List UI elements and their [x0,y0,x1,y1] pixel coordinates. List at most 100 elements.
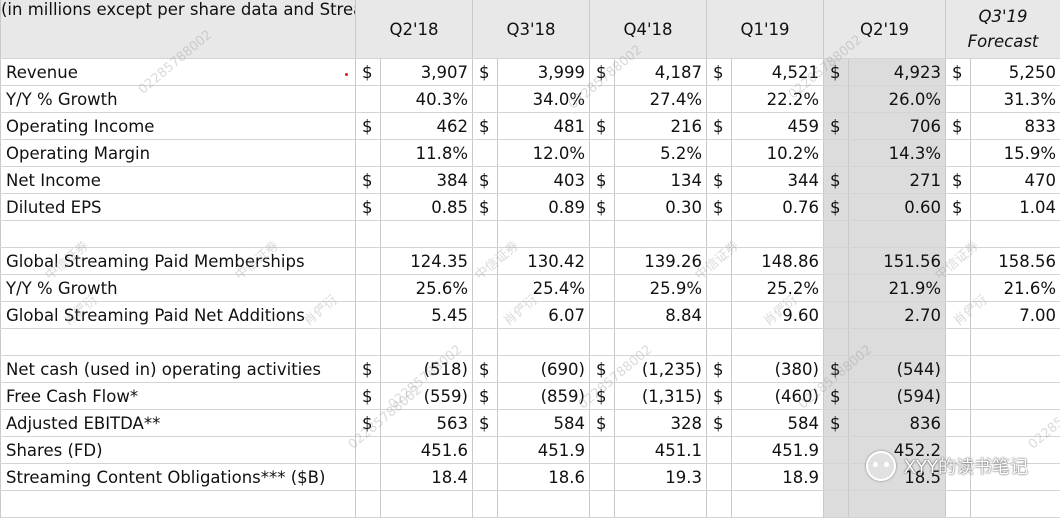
empty-cell [381,329,473,356]
currency-sign [946,86,971,113]
currency-sign: $ [590,356,615,383]
currency-sign [707,275,732,302]
value-cell: (380) [732,356,824,383]
currency-sign [946,302,971,329]
value-cell: 706 [849,113,946,140]
currency-sign [946,410,971,437]
currency-sign [707,248,732,275]
value-cell: 481 [498,113,590,140]
currency-sign: $ [473,113,498,140]
value-cell: 584 [732,410,824,437]
value-cell: 9.60 [732,302,824,329]
value-cell: 0.76 [732,194,824,221]
value-cell: 25.9% [615,275,707,302]
currency-sign [473,302,498,329]
currency-sign [707,302,732,329]
value-cell: 18.6 [498,464,590,491]
value-cell: (1,315) [615,383,707,410]
empty-cell [971,329,1060,356]
value-cell: 5.45 [381,302,473,329]
empty-cell [732,329,824,356]
row-label: Global Streaming Paid Net Additions [1,302,356,329]
currency-sign [946,275,971,302]
value-cell: 470 [971,167,1060,194]
row-label: Net cash (used in) operating activities [1,356,356,383]
currency-sign: $ [707,194,732,221]
row-label: Global Streaming Paid Memberships [1,248,356,275]
empty-cell [707,329,732,356]
value-cell: 18.4 [381,464,473,491]
forecast-label: Forecast [946,29,1060,54]
value-cell: 1.04 [971,194,1060,221]
value-cell: 836 [849,410,946,437]
value-cell: 124.35 [381,248,473,275]
empty-cell [824,221,849,248]
value-cell: 0.85 [381,194,473,221]
value-cell: (594) [849,383,946,410]
period-header: Q1'19 [707,0,824,59]
currency-sign [356,464,381,491]
currency-sign [473,248,498,275]
value-cell: 21.6% [971,275,1060,302]
empty-cell [971,491,1060,518]
value-cell: 22.2% [732,86,824,113]
value-cell: 384 [381,167,473,194]
table-row: Operating Income$462$481$216$459$706$833 [1,113,1060,140]
currency-sign [590,248,615,275]
empty-cell [498,329,590,356]
value-cell: (518) [381,356,473,383]
value-cell: 40.3% [381,86,473,113]
currency-sign: $ [707,356,732,383]
value-cell: 4,923 [849,59,946,86]
empty-cell [356,221,381,248]
wechat-watermark: XYY的读书笔记 [866,451,1028,481]
value-cell: 563 [381,410,473,437]
currency-sign [824,140,849,167]
currency-sign [473,275,498,302]
value-cell: 271 [849,167,946,194]
currency-sign [946,356,971,383]
row-label: Revenue [1,59,356,86]
empty-cell [824,329,849,356]
value-cell: 12.0% [498,140,590,167]
spacer-row [1,491,1060,518]
value-cell: 7.00 [971,302,1060,329]
value-cell: 0.89 [498,194,590,221]
value-cell: 25.2% [732,275,824,302]
empty-cell [615,491,707,518]
currency-sign: $ [707,59,732,86]
currency-sign [824,248,849,275]
value-cell: 403 [498,167,590,194]
currency-sign: $ [824,194,849,221]
empty-cell [590,329,615,356]
value-cell: 5,250 [971,59,1060,86]
value-cell: 344 [732,167,824,194]
value-cell: 25.6% [381,275,473,302]
currency-sign: $ [824,167,849,194]
empty-cell [498,491,590,518]
value-cell: 5.2% [615,140,707,167]
currency-sign: $ [946,167,971,194]
value-cell: 130.42 [498,248,590,275]
row-label: Streaming Content Obligations*** ($B) [1,464,356,491]
empty-cell [946,329,971,356]
empty-cell [590,221,615,248]
value-cell: 0.60 [849,194,946,221]
value-cell: 19.3 [615,464,707,491]
currency-sign: $ [356,113,381,140]
currency-sign [590,437,615,464]
spacer-row [1,329,1060,356]
row-label: Operating Income [1,113,356,140]
currency-sign [824,464,849,491]
currency-sign: $ [707,383,732,410]
empty-cell [473,329,498,356]
wechat-logo-icon [866,451,896,481]
currency-sign [590,86,615,113]
currency-sign: $ [590,410,615,437]
value-cell: 451.6 [381,437,473,464]
value-cell: 11.8% [381,140,473,167]
value-cell [971,410,1060,437]
currency-sign: $ [356,167,381,194]
